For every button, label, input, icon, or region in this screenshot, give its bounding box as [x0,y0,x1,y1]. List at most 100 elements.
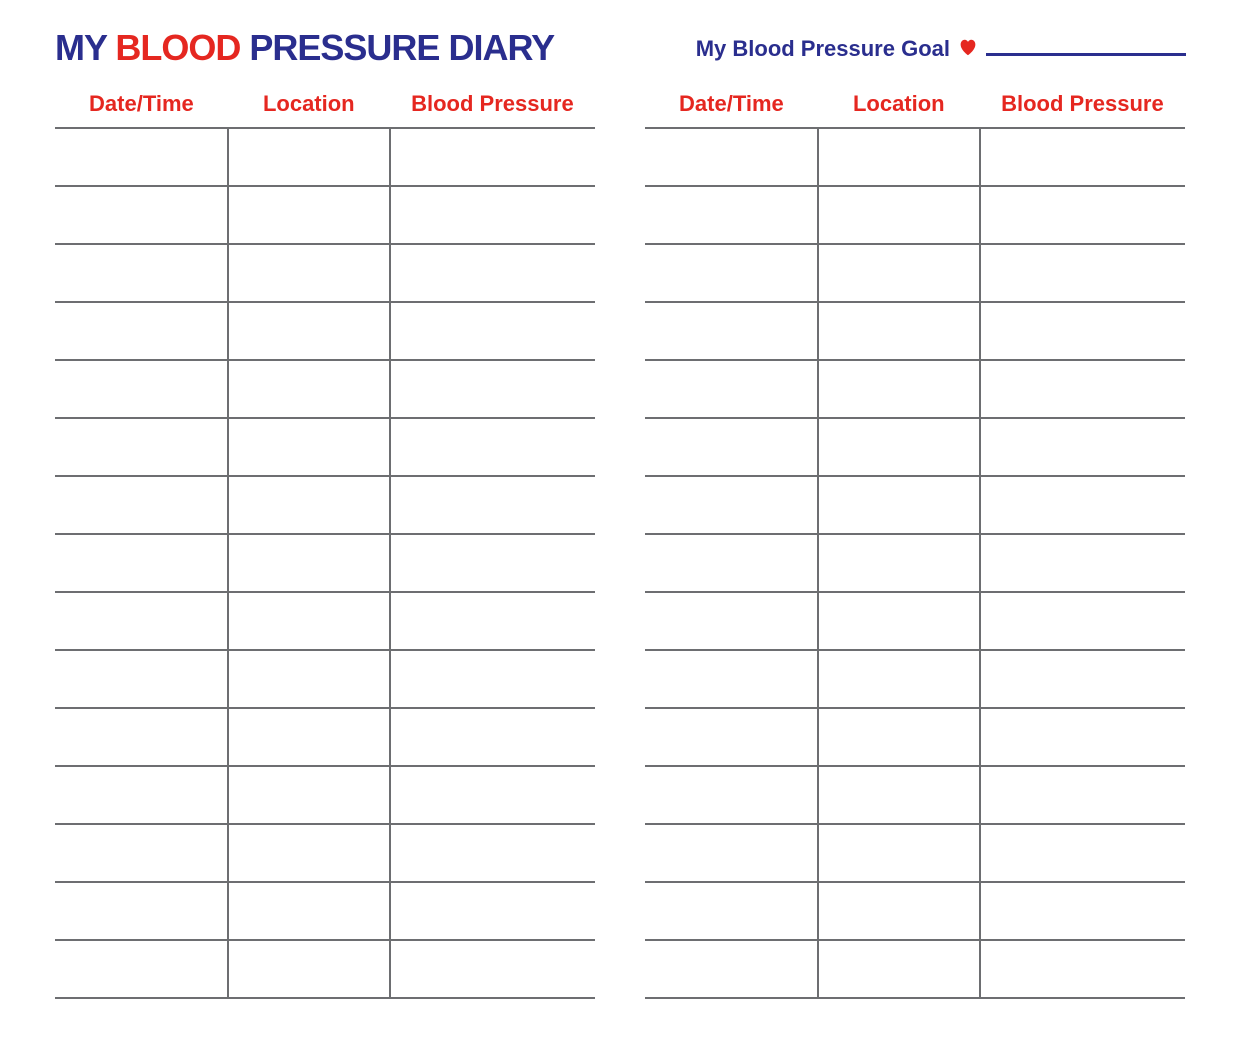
cell-bp[interactable] [980,940,1185,998]
cell-datetime[interactable] [645,476,818,534]
cell-datetime[interactable] [55,534,228,592]
cell-bp[interactable] [390,650,595,708]
cell-bp[interactable] [390,882,595,940]
cell-bp[interactable] [980,360,1185,418]
cell-location[interactable] [228,708,390,766]
cell-location[interactable] [818,244,980,302]
cell-location[interactable] [818,824,980,882]
cell-location[interactable] [818,476,980,534]
table-row [55,650,595,708]
title-word-blood: BLOOD [115,27,240,68]
cell-location[interactable] [818,302,980,360]
cell-location[interactable] [228,418,390,476]
cell-datetime[interactable] [645,302,818,360]
cell-datetime[interactable] [645,186,818,244]
table-row [645,940,1185,998]
cell-bp[interactable] [980,418,1185,476]
cell-location[interactable] [228,476,390,534]
cell-bp[interactable] [390,766,595,824]
cell-bp[interactable] [980,476,1185,534]
cell-location[interactable] [818,360,980,418]
cell-bp[interactable] [390,476,595,534]
cell-location[interactable] [228,766,390,824]
cell-datetime[interactable] [645,592,818,650]
cell-location[interactable] [818,766,980,824]
cell-bp[interactable] [980,128,1185,186]
cell-bp[interactable] [390,418,595,476]
cell-bp[interactable] [980,708,1185,766]
cell-datetime[interactable] [55,476,228,534]
cell-bp[interactable] [980,766,1185,824]
cell-datetime[interactable] [645,766,818,824]
cell-datetime[interactable] [645,824,818,882]
cell-datetime[interactable] [645,128,818,186]
cell-datetime[interactable] [645,882,818,940]
cell-bp[interactable] [390,244,595,302]
cell-location[interactable] [818,534,980,592]
cell-bp[interactable] [390,302,595,360]
cell-bp[interactable] [390,534,595,592]
cell-location[interactable] [228,244,390,302]
goal-input-line[interactable] [986,42,1186,56]
cell-location[interactable] [228,360,390,418]
cell-location[interactable] [228,650,390,708]
header-row: MY BLOOD PRESSURE DIARY My Blood Pressur… [55,30,1186,66]
cell-location[interactable] [818,708,980,766]
cell-location[interactable] [818,882,980,940]
cell-bp[interactable] [980,186,1185,244]
cell-datetime[interactable] [55,128,228,186]
table-row [55,824,595,882]
cell-datetime[interactable] [645,940,818,998]
cell-datetime[interactable] [55,418,228,476]
cell-bp[interactable] [980,592,1185,650]
cell-datetime[interactable] [55,302,228,360]
cell-location[interactable] [818,940,980,998]
cell-location[interactable] [228,592,390,650]
cell-bp[interactable] [980,534,1185,592]
cell-datetime[interactable] [55,766,228,824]
cell-location[interactable] [818,128,980,186]
cell-bp[interactable] [980,244,1185,302]
cell-location[interactable] [228,302,390,360]
cell-datetime[interactable] [645,418,818,476]
cell-datetime[interactable] [55,882,228,940]
cell-datetime[interactable] [55,650,228,708]
cell-location[interactable] [818,592,980,650]
cell-datetime[interactable] [55,360,228,418]
cell-bp[interactable] [390,360,595,418]
cell-location[interactable] [228,824,390,882]
cell-bp[interactable] [390,186,595,244]
cell-datetime[interactable] [55,244,228,302]
cell-location[interactable] [228,940,390,998]
goal-block: My Blood Pressure Goal [696,36,1186,66]
cell-datetime[interactable] [55,186,228,244]
table-row [55,244,595,302]
cell-bp[interactable] [980,824,1185,882]
cell-datetime[interactable] [55,708,228,766]
cell-location[interactable] [818,418,980,476]
cell-datetime[interactable] [645,360,818,418]
cell-datetime[interactable] [645,534,818,592]
cell-bp[interactable] [390,824,595,882]
cell-bp[interactable] [390,940,595,998]
cell-datetime[interactable] [645,708,818,766]
cell-location[interactable] [818,186,980,244]
cell-location[interactable] [228,882,390,940]
cell-datetime[interactable] [55,940,228,998]
cell-bp[interactable] [390,592,595,650]
cell-datetime[interactable] [55,824,228,882]
cell-datetime[interactable] [645,244,818,302]
cell-bp[interactable] [980,302,1185,360]
cell-location[interactable] [228,534,390,592]
cell-datetime[interactable] [645,650,818,708]
table-row [645,476,1185,534]
cell-location[interactable] [818,650,980,708]
cell-bp[interactable] [390,128,595,186]
cell-location[interactable] [228,128,390,186]
cell-datetime[interactable] [55,592,228,650]
cell-location[interactable] [228,186,390,244]
cell-bp[interactable] [390,708,595,766]
cell-bp[interactable] [980,650,1185,708]
table-row [645,766,1185,824]
cell-bp[interactable] [980,882,1185,940]
